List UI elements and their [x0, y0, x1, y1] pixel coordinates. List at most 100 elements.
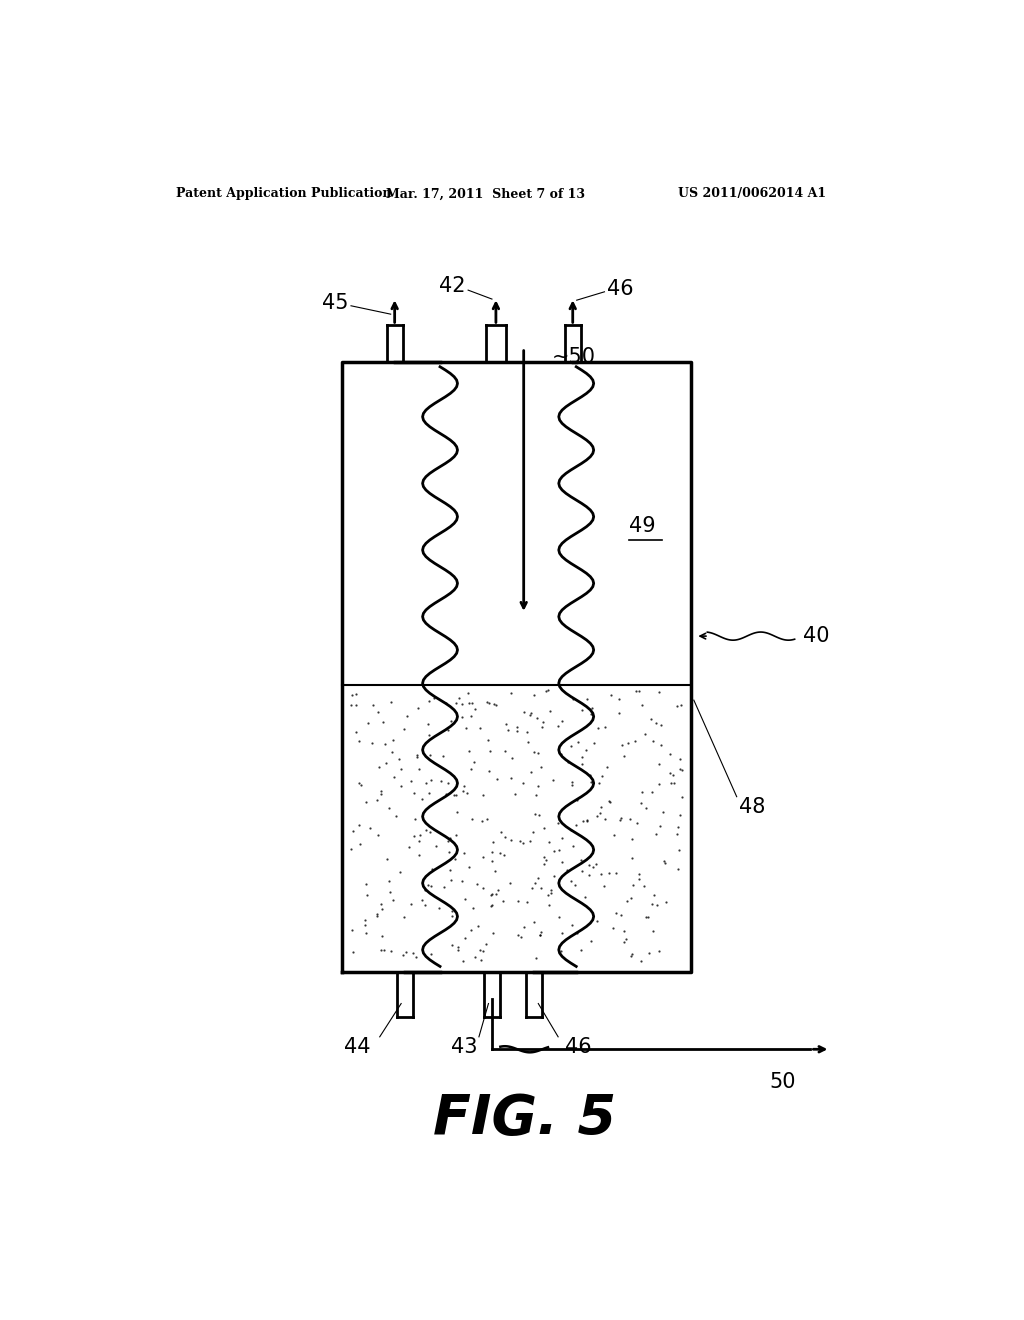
- Point: [538, 850, 554, 871]
- Point: [418, 820, 434, 841]
- Point: [553, 743, 569, 764]
- Point: [488, 768, 505, 789]
- Point: [509, 924, 525, 945]
- Point: [488, 883, 505, 904]
- Point: [390, 748, 407, 770]
- Point: [625, 875, 641, 896]
- Point: [442, 828, 459, 849]
- Point: [584, 698, 600, 719]
- Point: [484, 841, 501, 862]
- Point: [588, 853, 604, 874]
- Point: [671, 840, 687, 861]
- Point: [530, 805, 547, 826]
- Point: [601, 863, 617, 884]
- Text: ~50: ~50: [552, 347, 596, 367]
- Point: [421, 690, 437, 711]
- Point: [651, 940, 668, 961]
- Point: [447, 693, 464, 714]
- Point: [570, 731, 587, 752]
- Point: [410, 744, 426, 766]
- Point: [359, 713, 376, 734]
- Point: [577, 886, 593, 907]
- Point: [454, 708, 470, 729]
- Point: [483, 895, 500, 916]
- Point: [672, 748, 688, 770]
- Point: [631, 869, 647, 890]
- Point: [407, 809, 423, 830]
- Point: [615, 746, 632, 767]
- Point: [625, 829, 641, 850]
- Point: [370, 906, 386, 927]
- Point: [417, 879, 433, 900]
- Point: [638, 907, 654, 928]
- Point: [420, 875, 436, 896]
- Point: [473, 949, 489, 970]
- Point: [460, 682, 476, 704]
- Point: [431, 898, 447, 919]
- Text: 40: 40: [803, 626, 829, 645]
- Point: [670, 858, 686, 879]
- Point: [357, 791, 374, 812]
- Point: [515, 833, 531, 854]
- Point: [455, 950, 471, 972]
- Point: [526, 685, 543, 706]
- Point: [524, 821, 541, 842]
- Point: [589, 805, 605, 826]
- Text: 46: 46: [607, 279, 634, 300]
- Point: [484, 832, 501, 853]
- Point: [395, 944, 412, 965]
- Point: [515, 916, 531, 937]
- Point: [472, 718, 488, 739]
- Point: [347, 694, 364, 715]
- Point: [583, 931, 599, 952]
- Point: [379, 849, 395, 870]
- Point: [509, 717, 525, 738]
- Point: [504, 747, 520, 768]
- Point: [457, 927, 473, 948]
- Point: [546, 866, 562, 887]
- Point: [484, 895, 501, 916]
- Point: [532, 921, 549, 942]
- Point: [527, 785, 544, 807]
- Point: [515, 772, 531, 793]
- Point: [439, 774, 456, 795]
- Point: [579, 810, 595, 832]
- Point: [493, 821, 509, 842]
- Point: [376, 940, 392, 961]
- Point: [371, 824, 387, 845]
- Point: [344, 920, 360, 941]
- Point: [343, 694, 359, 715]
- Point: [399, 706, 416, 727]
- Point: [443, 906, 460, 927]
- Point: [645, 921, 662, 942]
- Point: [640, 942, 656, 964]
- Point: [396, 906, 413, 927]
- Point: [545, 770, 561, 791]
- Point: [455, 780, 471, 801]
- Point: [428, 836, 444, 857]
- Point: [551, 840, 567, 861]
- Point: [652, 735, 669, 756]
- Point: [461, 741, 477, 762]
- Point: [503, 682, 519, 704]
- Point: [543, 701, 559, 722]
- Point: [417, 895, 433, 916]
- Point: [356, 909, 373, 931]
- Point: [569, 923, 586, 944]
- Point: [532, 876, 549, 898]
- Point: [527, 948, 544, 969]
- Point: [498, 713, 514, 734]
- Point: [412, 824, 428, 845]
- Point: [437, 692, 454, 713]
- Point: [377, 752, 393, 774]
- Point: [374, 899, 390, 920]
- Point: [395, 718, 412, 739]
- Point: [441, 841, 458, 862]
- Point: [423, 944, 439, 965]
- Point: [643, 709, 659, 730]
- Point: [507, 783, 523, 804]
- Point: [475, 784, 492, 805]
- Point: [622, 809, 638, 830]
- Point: [646, 884, 663, 906]
- Point: [412, 845, 428, 866]
